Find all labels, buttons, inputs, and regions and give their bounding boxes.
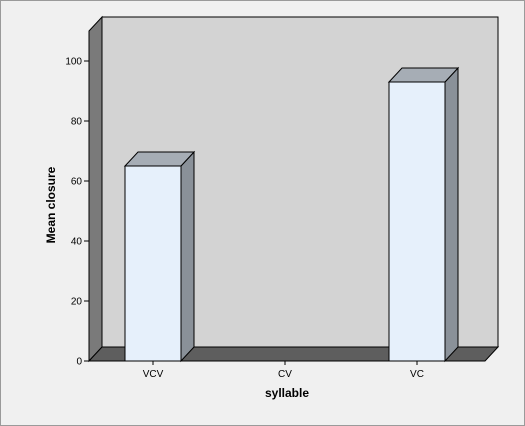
bars — [123, 66, 460, 363]
y-axis-title: Mean closure — [44, 166, 58, 243]
y-tick-label: 100 — [65, 57, 82, 68]
y-tick-label: 60 — [71, 177, 83, 188]
x-tick-label: VCV — [143, 369, 164, 380]
x-tick-label: VC — [410, 369, 424, 380]
y-tick-label: 0 — [76, 357, 82, 368]
left-wall — [88, 15, 103, 363]
x-axis-labels: VCV CV VC — [143, 361, 424, 380]
bar-vc — [387, 66, 460, 363]
y-tick-label: 20 — [71, 297, 83, 308]
y-tick-label: 40 — [71, 237, 83, 248]
bar-front — [388, 81, 446, 362]
bar-side — [180, 150, 195, 363]
bar-vcv — [123, 150, 196, 363]
y-tick-label: 80 — [71, 117, 83, 128]
x-tick-label: CV — [278, 369, 292, 380]
bar-side — [444, 66, 459, 363]
x-axis-title: syllable — [265, 386, 309, 400]
bar-front — [124, 165, 182, 362]
y-axis: 0 20 40 60 80 100 — [65, 31, 90, 368]
